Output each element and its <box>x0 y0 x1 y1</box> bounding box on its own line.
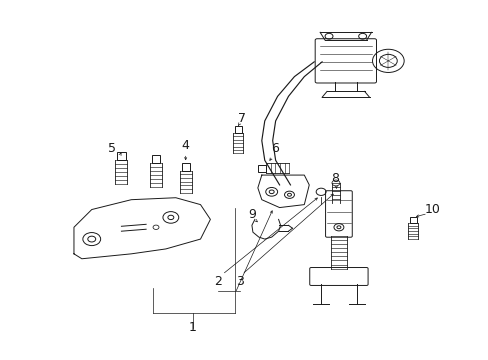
Text: 4: 4 <box>182 139 189 152</box>
Text: 9: 9 <box>247 208 255 221</box>
Text: 1: 1 <box>188 321 196 334</box>
Bar <box>234 126 241 133</box>
Text: 8: 8 <box>330 171 338 185</box>
Bar <box>181 163 189 171</box>
Text: 3: 3 <box>236 275 244 288</box>
Bar <box>117 152 125 160</box>
Text: 7: 7 <box>238 112 245 125</box>
Text: 2: 2 <box>214 275 222 288</box>
Text: 5: 5 <box>107 142 115 155</box>
Bar <box>409 217 416 223</box>
Bar <box>152 156 160 163</box>
Text: 10: 10 <box>424 203 440 216</box>
Bar <box>257 165 265 172</box>
Text: 6: 6 <box>270 142 278 155</box>
